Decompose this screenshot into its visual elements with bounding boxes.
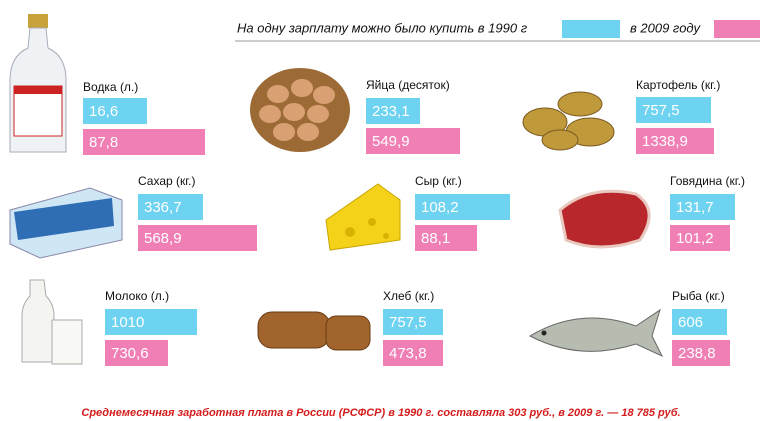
value-2009: 730,6 <box>111 345 149 362</box>
value-1990: 606 <box>678 314 703 331</box>
value-2009: 1338,9 <box>642 133 688 150</box>
item-name: Яйца (десяток) <box>366 78 450 92</box>
value-2009: 473,8 <box>389 345 427 362</box>
value-1990: 336,7 <box>144 199 182 216</box>
potato-image <box>523 92 614 150</box>
milk-image <box>22 280 82 364</box>
cheese-image <box>326 184 400 250</box>
value-2009: 88,1 <box>421 230 450 247</box>
item-name: Говядина (кг.) <box>670 174 745 188</box>
value-1990: 108,2 <box>421 199 459 216</box>
value-2009: 101,2 <box>676 230 714 247</box>
value-1990: 233,1 <box>372 103 410 120</box>
value-2009: 87,8 <box>89 134 118 151</box>
value-2009: 549,9 <box>372 133 410 150</box>
value-1990: 131,7 <box>676 199 714 216</box>
vodka-image <box>10 14 66 152</box>
legend-2009-label: в 2009 году <box>630 20 701 35</box>
value-2009: 238,8 <box>678 345 716 362</box>
item-name: Картофель (кг.) <box>636 78 720 92</box>
item-name: Сыр (кг.) <box>415 174 462 188</box>
fish-image <box>530 310 662 356</box>
eggs-image <box>250 68 350 152</box>
item-name: Хлеб (кг.) <box>383 289 434 303</box>
beef-image <box>560 191 649 247</box>
footer-note: Среднемесячная заработная плата в России… <box>81 407 680 419</box>
item-name: Молоко (л.) <box>105 289 169 303</box>
bread-image <box>258 312 370 350</box>
item-name: Рыба (кг.) <box>672 289 725 303</box>
value-1990: 757,5 <box>389 314 427 331</box>
item-name: Водка (л.) <box>83 80 138 94</box>
value-1990: 1010 <box>111 314 144 331</box>
infographic: На одну зарплату можно было купить в 199… <box>0 0 762 421</box>
value-1990: 757,5 <box>642 102 680 119</box>
sugar-image <box>10 188 122 258</box>
value-1990: 16,6 <box>89 103 118 120</box>
legend-2009-swatch <box>714 20 760 38</box>
canvas: На одну зарплату можно было купить в 199… <box>0 0 762 421</box>
item-name: Сахар (кг.) <box>138 174 196 188</box>
value-2009: 568,9 <box>144 230 182 247</box>
legend-1990-swatch <box>562 20 620 38</box>
header-title: На одну зарплату можно было купить в 199… <box>237 20 528 35</box>
